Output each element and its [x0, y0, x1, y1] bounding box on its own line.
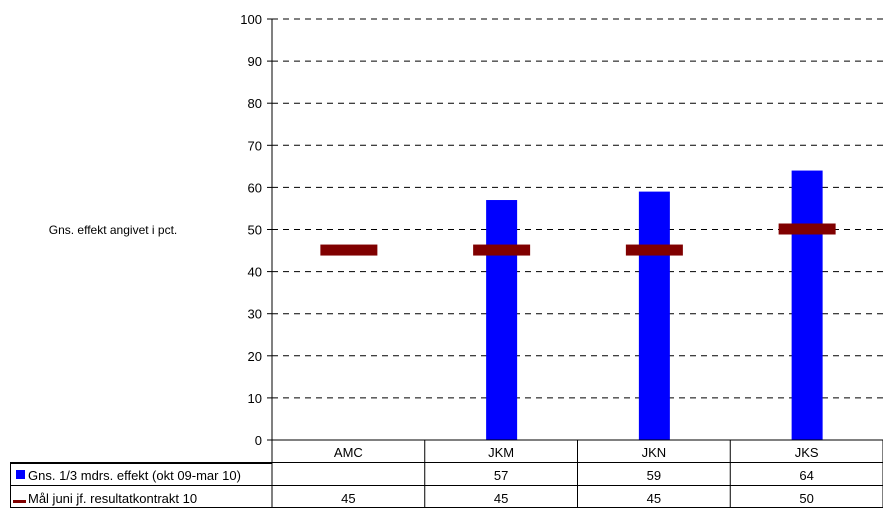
y-tick-label: 50 [248, 223, 262, 238]
x-category-label: JKM [488, 445, 514, 460]
y-tick-label: 30 [248, 307, 262, 322]
series-name: Gns. 1/3 mdrs. effekt (okt 09-mar 10) [28, 468, 241, 483]
x-category-label: AMC [334, 445, 363, 460]
x-category-label: JKN [642, 445, 667, 460]
y-tick-label: 20 [248, 349, 262, 364]
data-label: 59 [647, 468, 661, 483]
target-series [320, 223, 836, 256]
gridlines [272, 18, 883, 399]
bar [638, 191, 670, 440]
data-label: 57 [494, 468, 508, 483]
data-table: AMC JKM JKN JKS Gns. 1/3 mdrs. effekt (okt 0… [10, 440, 883, 508]
target-marker [778, 223, 836, 235]
y-tick-label: 60 [248, 180, 262, 195]
legend-swatch-bar [16, 470, 25, 479]
target-marker [473, 244, 531, 256]
y-tick-label: 70 [248, 138, 262, 153]
data-label: 64 [799, 468, 813, 483]
data-label: 45 [647, 491, 661, 506]
bar-series [486, 170, 823, 440]
y-tick-label: 80 [248, 96, 262, 111]
y-tick-label: 90 [248, 54, 262, 69]
data-label: 45 [494, 491, 508, 506]
y-tick-label: 100 [240, 12, 262, 27]
y-tick-label: 40 [248, 265, 262, 280]
data-label: 45 [341, 491, 355, 506]
target-marker [625, 244, 683, 256]
data-label: 50 [799, 491, 813, 506]
y-axis-ticks: 0 10 20 30 40 50 60 70 80 90 100 [240, 12, 272, 448]
series-name: Mål juni jf. resultatkontrakt 10 [28, 491, 197, 506]
y-tick-label: 10 [248, 391, 262, 406]
bar [486, 200, 518, 440]
bar [791, 170, 823, 440]
y-axis-label: Gns. effekt angivet i pct. [49, 223, 178, 237]
x-category-label: JKS [795, 445, 819, 460]
target-marker [320, 244, 378, 256]
legend-swatch-target [13, 500, 26, 503]
y-tick-label: 0 [255, 433, 262, 448]
